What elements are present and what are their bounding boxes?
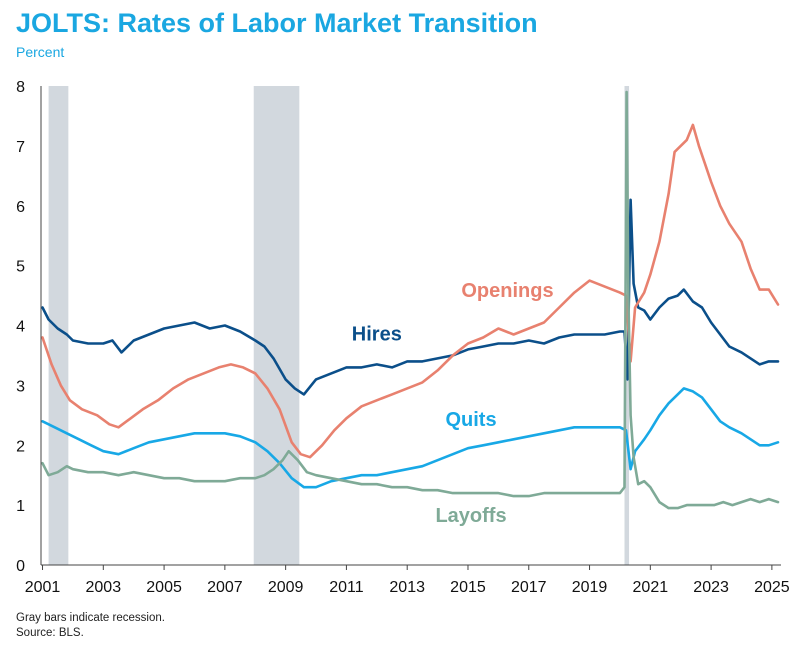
hires-line (41, 198, 780, 396)
x-tick-label: 2025 (754, 579, 790, 596)
recession-bar-2 (253, 86, 300, 565)
y-tick-label: 8 (16, 79, 25, 96)
y-tick-label: 1 (16, 498, 25, 515)
recession-note: Gray bars indicate recession. (16, 612, 165, 624)
recession-bar-3 (624, 86, 630, 565)
x-tick-label: 2021 (633, 579, 669, 596)
x-tick-label: 2001 (25, 579, 61, 596)
quits-line (41, 387, 780, 489)
series-lines (41, 90, 780, 510)
y-tick-label: 7 (16, 139, 25, 156)
chart-subtitle: Percent (16, 44, 65, 60)
x-tick-label: 2013 (389, 579, 425, 596)
hires-label: Hires (352, 323, 402, 345)
x-tick-label: 2005 (146, 579, 182, 596)
y-tick-label: 0 (16, 558, 25, 575)
x-tick-label: 2011 (329, 579, 364, 596)
openings-line (41, 123, 780, 459)
layoffs-label: Layoffs (435, 505, 506, 527)
chart-title: JOLTS: Rates of Labor Market Transition (16, 8, 538, 38)
y-tick-label: 2 (16, 438, 25, 455)
layoffs-line (41, 90, 780, 510)
x-tick-label: 2019 (572, 579, 608, 596)
recession-bar-1 (48, 86, 69, 565)
quits-label: Quits (445, 409, 496, 431)
series-labels: Hires Openings Quits Layoffs (352, 280, 554, 527)
openings-label: Openings (461, 280, 553, 302)
x-tick-label: 2023 (693, 579, 729, 596)
x-tick-label: 2003 (86, 579, 122, 596)
y-tick-label: 4 (16, 319, 25, 336)
x-tick-label: 2007 (207, 579, 243, 596)
y-tick-label: 6 (16, 199, 25, 216)
source-note: Source: BLS. (16, 627, 84, 639)
y-tick-label: 5 (16, 259, 25, 276)
x-tick-label: 2015 (450, 579, 486, 596)
y-tick-label: 3 (16, 378, 25, 395)
recession-bars (48, 86, 630, 565)
x-tick-label: 2017 (511, 579, 547, 596)
x-tick-label: 2009 (268, 579, 304, 596)
axes: 0 1 2 3 4 5 6 7 8 2001 2003 2005 2007 2009 2011 2013 201… (16, 79, 790, 596)
